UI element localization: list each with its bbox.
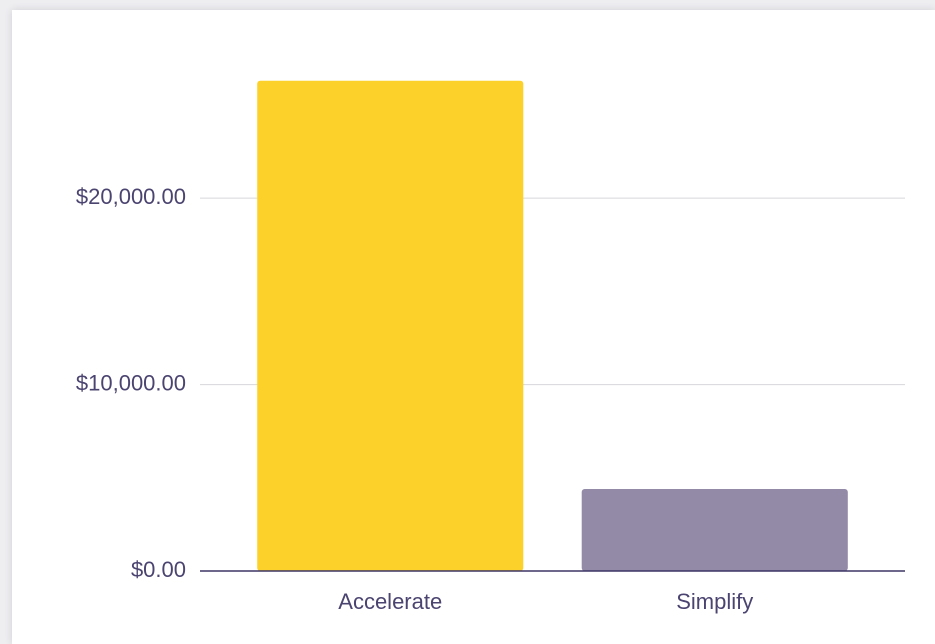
y-tick-label: $0.00 [131,557,186,582]
y-tick-label: $20,000.00 [76,184,186,209]
bar [581,488,848,571]
bar [257,80,524,571]
x-tick-label: Simplify [676,589,753,614]
y-tick-label: $10,000.00 [76,370,186,395]
x-tick-label: Accelerate [338,589,442,614]
